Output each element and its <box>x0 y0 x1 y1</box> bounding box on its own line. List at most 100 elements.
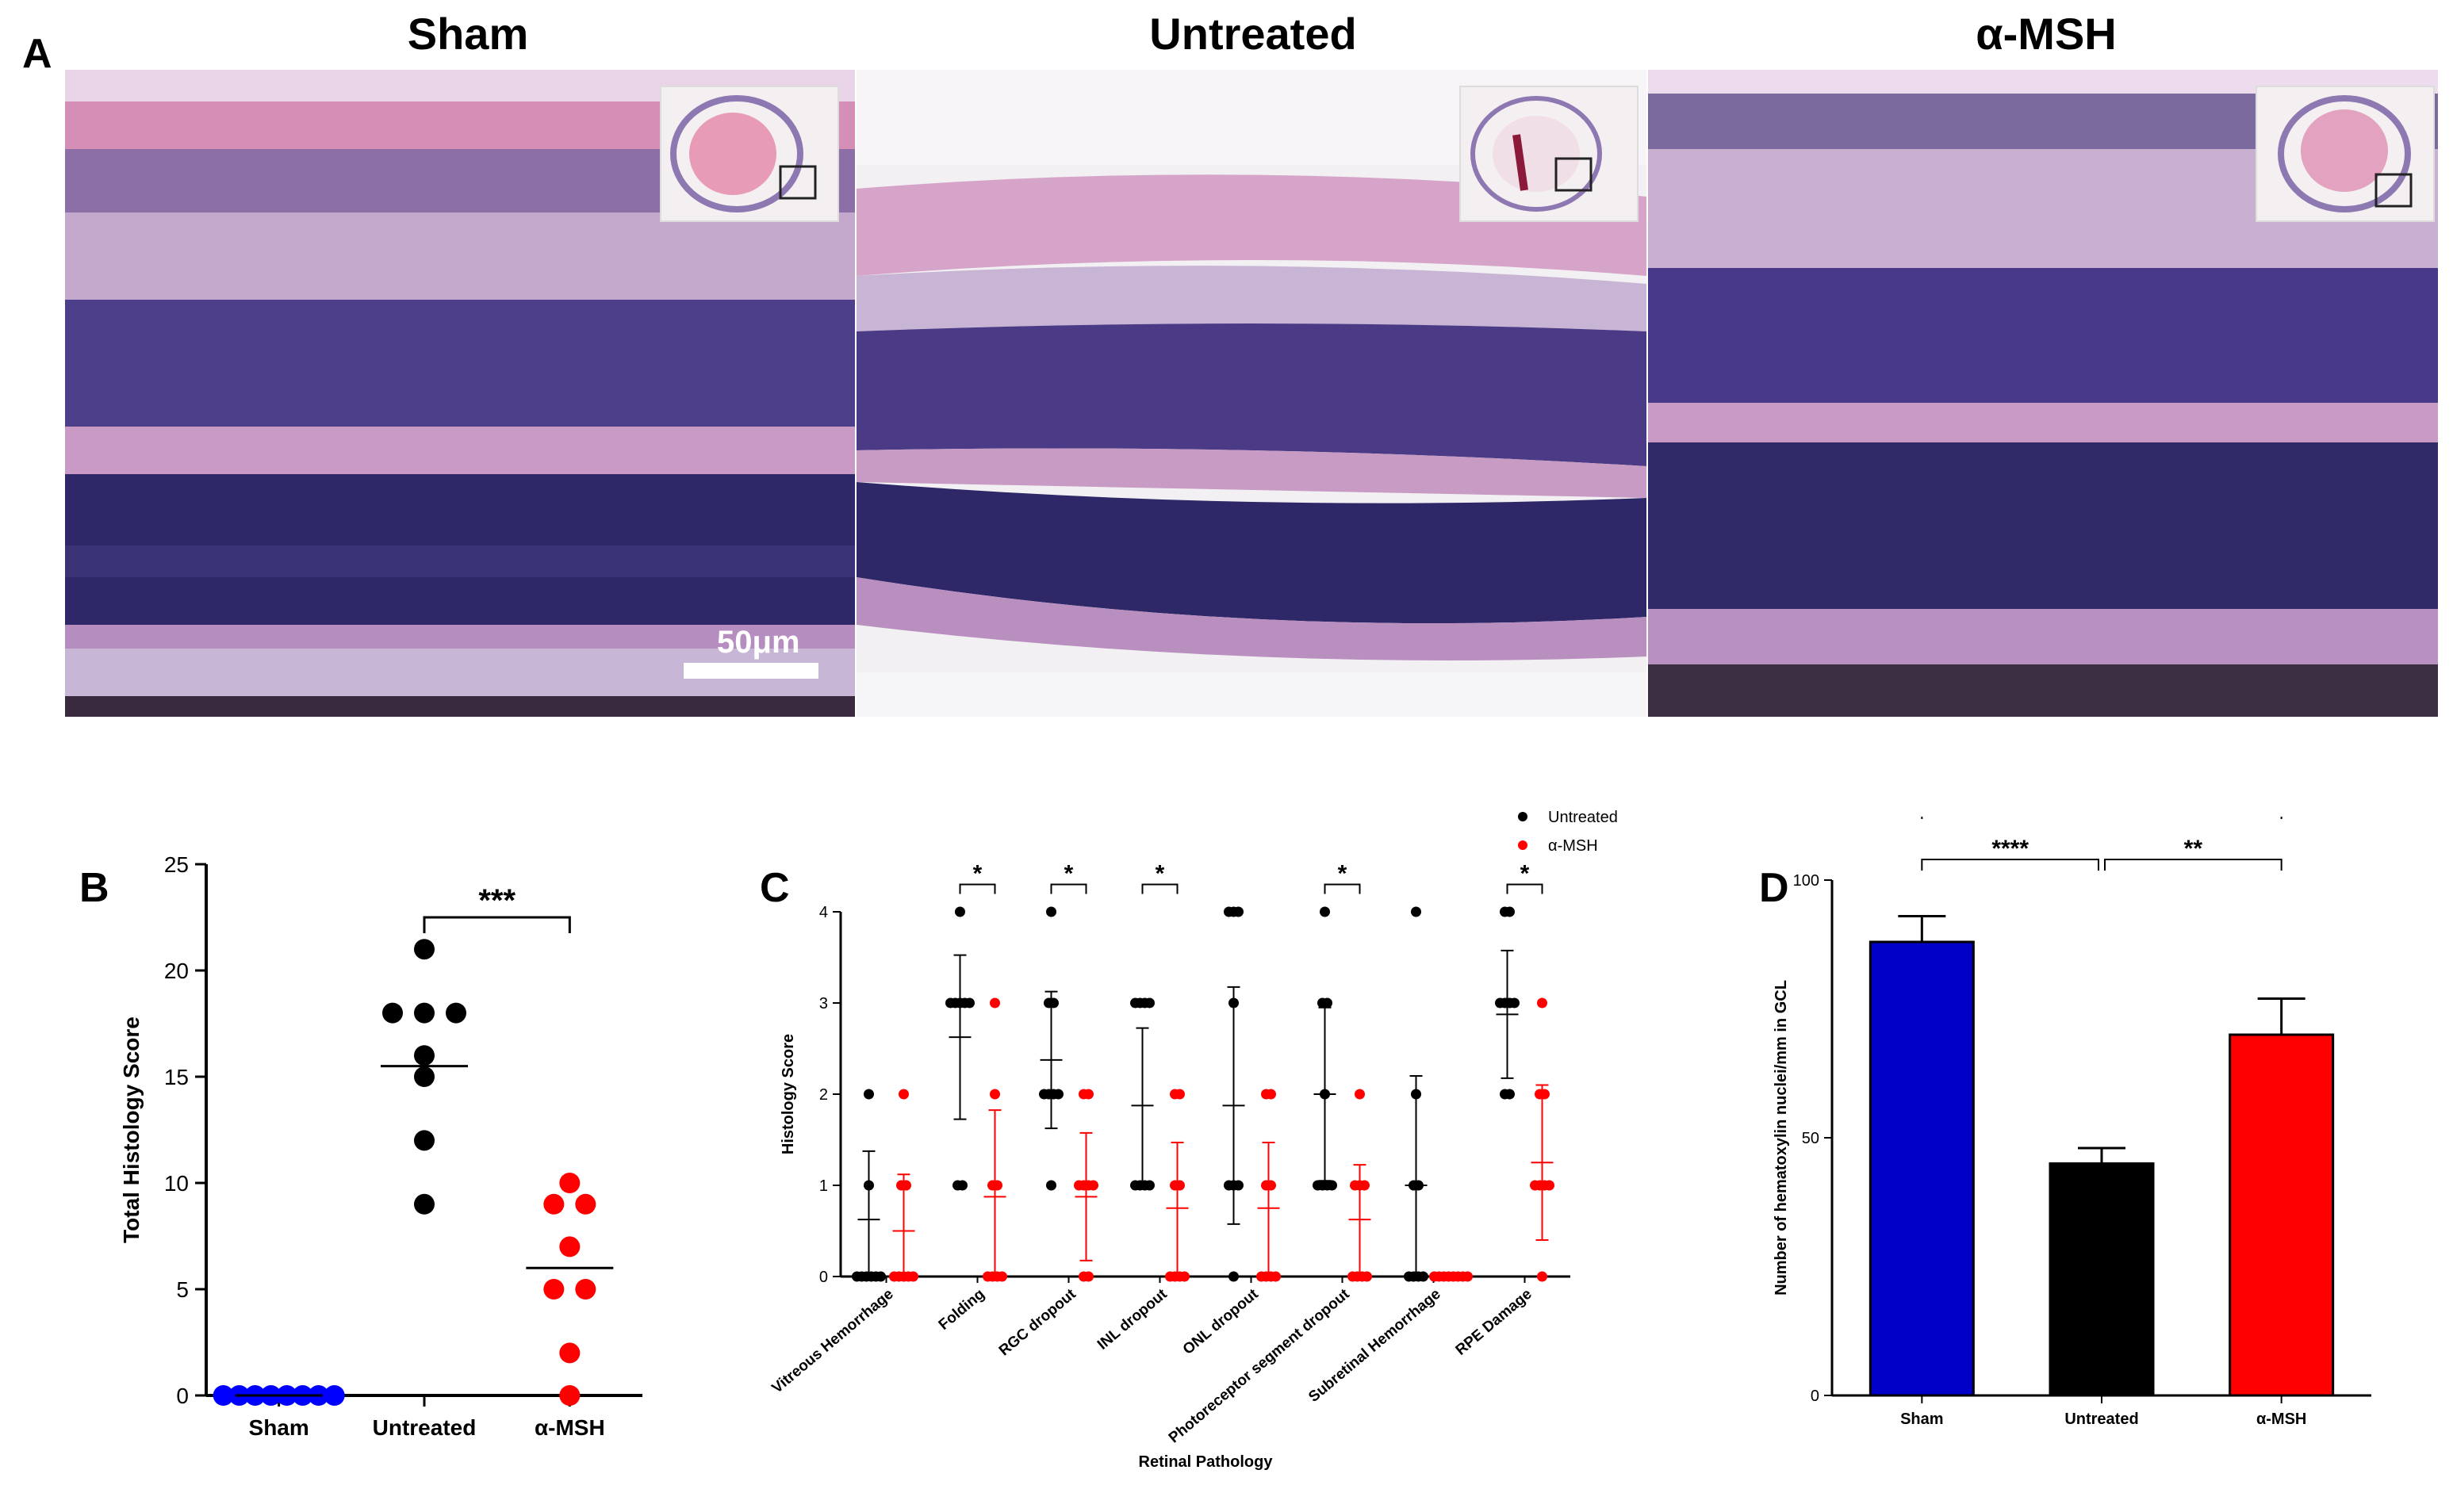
data-point <box>990 1089 1000 1100</box>
chart-d: 0 50 100 Number of hematoxylin nuclei/mm in… <box>1773 817 2371 1428</box>
data-point <box>559 1173 581 1193</box>
data-point <box>414 939 435 960</box>
y-tick-label: 100 <box>1793 872 1819 890</box>
data-point <box>1509 997 1520 1009</box>
significance-bracket <box>2104 859 2282 871</box>
y-tick-label: 5 <box>176 1277 189 1302</box>
x-tick-label: RGC dropout <box>996 1285 1079 1359</box>
y-axis-label: Total Histology Score <box>119 1016 144 1243</box>
y-tick-label: 0 <box>176 1384 189 1408</box>
sham-title: Sham <box>407 9 529 59</box>
data-point <box>997 1271 1007 1282</box>
data-point <box>446 1002 466 1024</box>
y-tick-label: 50 <box>1802 1130 1819 1147</box>
data-point <box>1266 1089 1276 1100</box>
data-point <box>559 1236 581 1257</box>
chart-b: 0 5 10 15 20 25 Total Histology Score Sham Untre… <box>119 852 642 1440</box>
data-point <box>1233 906 1244 917</box>
x-tick-label: INL dropout <box>1094 1285 1171 1353</box>
data-point <box>1046 906 1056 917</box>
legend-label: α-MSH <box>1548 837 1598 855</box>
y-tick-label: 10 <box>164 1171 189 1196</box>
data-point <box>1144 997 1155 1009</box>
significance-bracket <box>423 916 571 933</box>
y-axis-label: Histology Score <box>780 1034 797 1154</box>
chart-c: 0 1 2 3 4 Histology Score Retinal Pathology Vit… <box>768 809 1618 1471</box>
significance-label: *** <box>478 883 516 918</box>
data-point <box>1144 1180 1155 1191</box>
data-point <box>1411 906 1421 917</box>
data-point <box>1175 1180 1185 1191</box>
untreated-micrograph <box>857 70 1646 717</box>
scale-bar-label: 50μm <box>717 625 800 660</box>
panel-c-letter: C <box>760 865 790 911</box>
panel-a-letter: A <box>22 31 52 77</box>
data-point <box>414 1066 435 1087</box>
data-point <box>543 1279 565 1300</box>
data-point <box>1327 1180 1337 1191</box>
data-point <box>992 1180 1002 1191</box>
data-point <box>1046 1180 1056 1191</box>
y-axis-label: Number of hematoxylin nuclei/mm in GCL <box>1773 980 1790 1296</box>
data-point <box>1418 1271 1428 1282</box>
data-point <box>1266 1180 1276 1191</box>
x-tick-label: Photoreceptor segment dropout <box>1166 1285 1353 1446</box>
data-point <box>1179 1271 1190 1282</box>
x-tick-label: α-MSH <box>535 1415 605 1440</box>
x-tick-label: α-MSH <box>2256 1411 2306 1428</box>
data-point <box>1504 906 1515 917</box>
data-point <box>1539 1089 1550 1100</box>
data-point <box>1537 1271 1547 1282</box>
data-point <box>543 1193 565 1215</box>
data-point <box>908 1271 918 1282</box>
y-tick-label: 2 <box>819 1086 828 1104</box>
data-point <box>1233 1180 1244 1191</box>
significance-bracket <box>1921 817 2282 819</box>
y-tick-label: 0 <box>819 1269 828 1286</box>
significance-label: * <box>1156 861 1165 887</box>
data-point <box>876 1271 886 1282</box>
panel-b-letter: B <box>79 865 109 911</box>
x-tick-label: Untreated <box>2064 1411 2138 1428</box>
data-point <box>1175 1089 1185 1100</box>
data-point <box>382 1002 403 1024</box>
data-point <box>559 1385 581 1406</box>
data-point <box>1362 1271 1372 1282</box>
y-tick-label: 20 <box>164 959 189 983</box>
x-tick-label: ONL dropout <box>1180 1285 1262 1358</box>
data-point <box>414 1045 435 1066</box>
bar <box>2049 1162 2155 1397</box>
y-tick-label: 1 <box>819 1177 828 1195</box>
data-point <box>414 1193 435 1215</box>
x-tick-label: Folding <box>936 1286 988 1334</box>
y-tick-label: 0 <box>1811 1388 1819 1405</box>
significance-label: * <box>1338 861 1347 887</box>
significance-label: * <box>973 861 983 887</box>
data-point <box>1462 1271 1473 1282</box>
significance-bracket <box>959 883 996 894</box>
x-tick-label: Vitreous Hemorrhage <box>768 1286 896 1397</box>
data-point <box>1053 1089 1064 1100</box>
data-point <box>414 1130 435 1151</box>
amsh-title: α-MSH <box>1976 9 2117 59</box>
data-point <box>213 1385 234 1406</box>
x-tick-label: RPE Damage <box>1453 1286 1535 1359</box>
significance-label: ** <box>2184 836 2203 862</box>
scale-bar <box>684 663 818 679</box>
data-point <box>1083 1271 1094 1282</box>
data-point <box>901 1180 911 1191</box>
data-point <box>1088 1180 1098 1191</box>
data-point <box>1083 1089 1094 1100</box>
y-tick-label: 4 <box>819 904 828 921</box>
panel-d-letter: D <box>1759 865 1789 911</box>
significance-bracket <box>1506 883 1543 894</box>
data-point <box>1537 997 1547 1009</box>
sham-eye-inset <box>660 86 839 222</box>
legend-label: Untreated <box>1548 809 1618 826</box>
x-tick-label: Untreated <box>373 1415 477 1440</box>
bar <box>1868 940 1975 1397</box>
legend-marker <box>1518 812 1527 821</box>
data-point <box>964 997 975 1009</box>
y-tick-label: 3 <box>819 995 828 1012</box>
data-point <box>1048 997 1059 1009</box>
